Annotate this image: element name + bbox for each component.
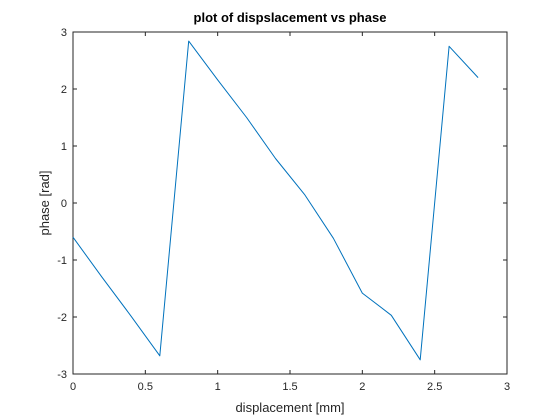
y-tick-label: 0 — [61, 198, 67, 210]
x-tick-label: 1 — [215, 381, 221, 393]
x-tick-label: 1.5 — [282, 381, 297, 393]
series-layer — [72, 40, 479, 361]
y-tick-label: 1 — [61, 141, 67, 153]
y-tick-label: 2 — [61, 84, 67, 96]
y-tick-label: -1 — [57, 255, 67, 267]
plot-area — [72, 31, 508, 375]
y-tick-label: -3 — [57, 369, 67, 381]
y-axis-label: phase [rad] — [37, 170, 52, 235]
series-line-0 — [72, 40, 479, 361]
x-tick-label: 2 — [359, 381, 365, 393]
x-tick-label: 0 — [70, 381, 76, 393]
chart-title: plot of dispslacement vs phase — [194, 10, 387, 25]
x-axis: 0 0.5 1 1.5 2 2.5 3 — [70, 32, 510, 393]
plot-box — [72, 31, 508, 375]
y-tick-label: -2 — [57, 312, 67, 324]
x-tick-label: 0.5 — [138, 381, 153, 393]
y-axis: -3 -2 -1 0 1 2 3 — [57, 27, 507, 381]
x-axis-label: displacement [mm] — [235, 400, 344, 415]
x-tick-label: 2.5 — [427, 381, 442, 393]
y-tick-label: 3 — [61, 27, 67, 39]
x-tick-label: 3 — [504, 381, 510, 393]
